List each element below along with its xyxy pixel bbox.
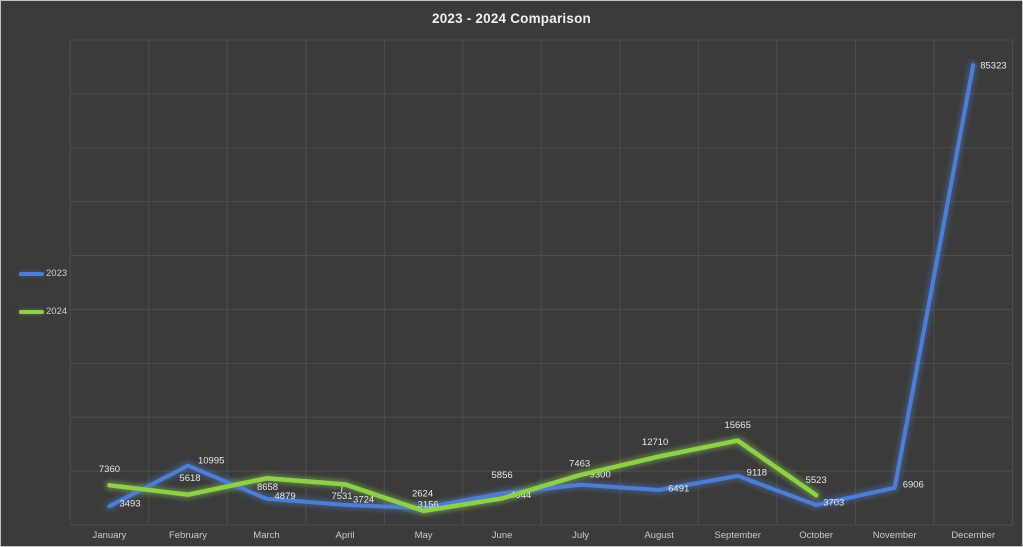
x-axis-label-may: May [415,530,433,541]
data-label-2024-september: 15665 [724,420,750,431]
series-2024-line[interactable] [107,438,819,514]
data-label-2024-june: 4944 [510,490,531,501]
data-label-2023-july: 7463 [569,458,590,469]
x-axis-label-november: November [873,530,917,541]
data-label-2023-november: 6906 [903,479,924,490]
x-axis-label-january: January [93,530,127,541]
legend-label-2023: 2023 [46,268,68,280]
data-label-leader-line [341,486,343,493]
legend-item-2024[interactable]: 2024 [19,305,79,319]
x-axis-label-june: June [492,530,513,541]
data-label-2023-september: 9118 [747,467,767,478]
legend-label-2024: 2024 [46,306,68,318]
data-label-2023-may: 3156 [418,500,439,511]
data-label-2024-january: 7360 [99,464,120,475]
data-label-2024-march: 8658 [257,482,278,493]
data-label-2023-march: 4879 [275,491,296,502]
x-axis-label-april: April [336,530,355,541]
legend: 2023 2024 [19,267,79,343]
data-label-2024-february: 5618 [179,473,200,484]
data-label-2023-june: 5856 [492,470,513,481]
legend-swatch-2023-line-icon [19,272,44,276]
data-label-2024-august: 12710 [642,437,668,448]
legend-item-2023[interactable]: 2023 [19,267,79,281]
data-label-2023-october: 3703 [823,498,844,509]
legend-swatch-2024-line-icon [19,310,44,314]
data-label-2024-july: 9300 [590,469,611,480]
data-label-2024-october: 5523 [806,475,827,486]
x-axis-label-february: February [169,530,207,541]
data-label-2024-may: 2624 [412,488,433,499]
data-label-2023-january: 3493 [119,499,140,510]
x-axis-label-august: August [644,530,674,541]
x-axis-label-september: September [714,530,760,541]
x-axis-label-october: October [799,530,833,541]
chart-title: 2023 - 2024 Comparison [432,11,591,26]
x-axis-label-july: July [572,530,589,541]
data-label-2023-december: 85323 [980,61,1006,72]
data-label-2023-april: 3724 [353,494,374,505]
series-2023-line[interactable] [107,63,976,510]
data-label-2023-august: 6491 [668,484,689,495]
x-axis-label-december: December [951,530,995,541]
data-label-2024-april: 7531 [331,491,352,502]
x-axis-label-march: March [253,530,279,541]
data-label-2023-february: 10995 [198,455,224,466]
